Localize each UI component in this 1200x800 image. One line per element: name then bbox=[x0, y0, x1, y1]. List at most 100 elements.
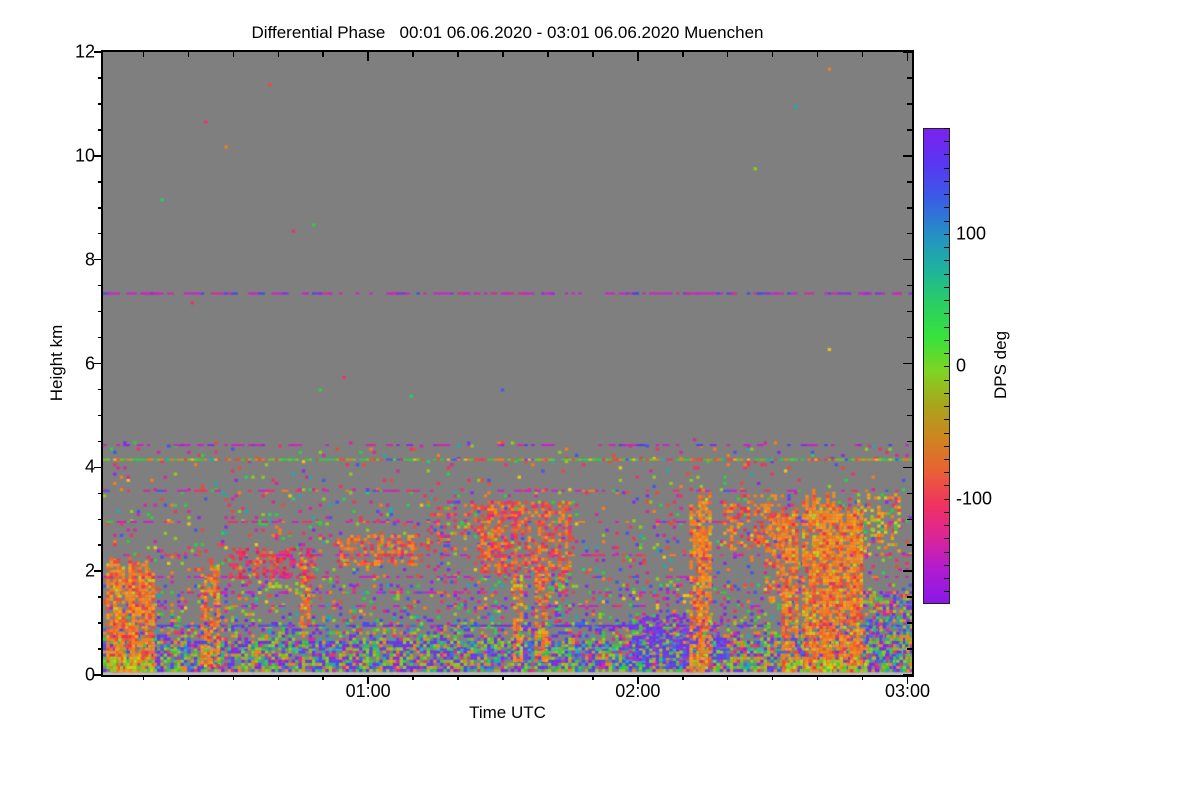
x-tick bbox=[682, 675, 684, 680]
x-tick bbox=[232, 52, 235, 57]
y-tick bbox=[98, 181, 103, 183]
y-tick bbox=[94, 570, 103, 572]
y-tick bbox=[907, 181, 912, 183]
y-tick bbox=[94, 466, 103, 469]
y-tick bbox=[98, 336, 103, 339]
x-tick-label: 03:00 bbox=[884, 681, 931, 701]
y-tick bbox=[98, 103, 103, 105]
y-tick bbox=[903, 155, 912, 157]
x-tick bbox=[592, 675, 594, 680]
x-tick bbox=[277, 52, 280, 57]
y-tick bbox=[903, 362, 912, 365]
x-tick bbox=[771, 675, 774, 680]
colorbar-tick bbox=[944, 445, 949, 447]
colorbar-tick bbox=[944, 141, 949, 143]
x-tick bbox=[502, 52, 504, 57]
y-tick bbox=[907, 103, 912, 105]
y-tick-label: 10 bbox=[74, 145, 95, 166]
x-tick bbox=[232, 675, 235, 680]
y-tick bbox=[94, 51, 103, 53]
y-tick bbox=[98, 414, 103, 417]
y-tick bbox=[94, 362, 103, 365]
y-tick bbox=[907, 207, 912, 209]
x-tick bbox=[816, 675, 819, 680]
x-tick-label: 01:00 bbox=[345, 681, 391, 701]
y-tick-label: 6 bbox=[84, 353, 95, 373]
y-tick bbox=[907, 596, 912, 598]
colorbar-tick bbox=[944, 366, 949, 368]
colorbar-tick bbox=[944, 233, 949, 235]
y-tick bbox=[907, 414, 912, 417]
x-tick bbox=[682, 52, 684, 57]
y-tick bbox=[98, 284, 103, 287]
x-tick bbox=[187, 675, 190, 680]
x-tick bbox=[142, 52, 145, 57]
colorbar-tick bbox=[944, 525, 949, 527]
colorbar-tick bbox=[944, 353, 949, 355]
x-tick bbox=[142, 675, 145, 680]
x-tick bbox=[906, 675, 909, 684]
y-tick bbox=[98, 622, 103, 624]
y-tick bbox=[907, 388, 912, 391]
colorbar-tick-label: 100 bbox=[956, 223, 987, 244]
y-tick bbox=[903, 466, 912, 469]
x-tick bbox=[412, 52, 414, 57]
colorbar-tick bbox=[944, 564, 949, 566]
x-tick bbox=[592, 52, 594, 57]
y-tick bbox=[98, 77, 103, 79]
x-tick bbox=[547, 52, 549, 57]
y-tick-label: 0 bbox=[84, 664, 95, 685]
colorbar-tick bbox=[944, 392, 949, 394]
x-tick bbox=[906, 52, 909, 61]
y-tick bbox=[98, 492, 103, 495]
colorbar-label: DPS deg bbox=[991, 330, 1010, 400]
x-tick bbox=[502, 675, 504, 680]
colorbar-tick bbox=[944, 313, 949, 315]
x-tick bbox=[547, 675, 549, 680]
colorbar bbox=[923, 128, 950, 604]
y-tick bbox=[94, 258, 103, 261]
colorbar-tick bbox=[944, 247, 949, 249]
colorbar-tick bbox=[944, 260, 949, 262]
y-tick bbox=[94, 674, 103, 676]
colorbar-tick bbox=[944, 419, 949, 421]
y-tick bbox=[98, 518, 103, 520]
y-tick bbox=[98, 129, 103, 131]
y-tick bbox=[907, 440, 912, 443]
y-tick bbox=[907, 336, 912, 339]
y-tick bbox=[98, 310, 103, 313]
x-tick-label: 02:00 bbox=[615, 681, 661, 701]
colorbar-tick bbox=[944, 578, 949, 580]
x-tick bbox=[771, 52, 774, 57]
x-tick bbox=[637, 675, 639, 684]
colorbar-tick bbox=[944, 300, 949, 302]
colorbar-tick bbox=[944, 154, 949, 156]
colorbar-tick bbox=[944, 180, 949, 182]
colorbar-tick bbox=[944, 326, 949, 328]
x-tick bbox=[457, 675, 459, 680]
x-tick bbox=[322, 675, 324, 680]
x-tick bbox=[726, 52, 729, 57]
y-tick-label: 12 bbox=[74, 41, 95, 62]
colorbar-tick bbox=[944, 128, 949, 129]
y-tick bbox=[907, 310, 912, 313]
y-tick bbox=[907, 622, 912, 624]
y-tick bbox=[907, 544, 912, 546]
colorbar-tick bbox=[944, 339, 949, 341]
colorbar-tick bbox=[944, 432, 949, 434]
y-tick bbox=[907, 492, 912, 495]
y-tick-label: 4 bbox=[84, 456, 95, 477]
colorbar-tick bbox=[944, 220, 949, 222]
y-tick bbox=[98, 207, 103, 209]
x-tick bbox=[412, 675, 414, 680]
y-tick bbox=[907, 518, 912, 520]
x-tick bbox=[726, 675, 729, 680]
colorbar-tick bbox=[944, 406, 949, 408]
x-tick bbox=[637, 52, 639, 61]
colorbar-tick bbox=[944, 459, 949, 460]
x-tick bbox=[861, 52, 864, 57]
colorbar-tick bbox=[944, 273, 949, 275]
y-tick-label: 2 bbox=[84, 560, 95, 581]
colorbar-tick bbox=[944, 538, 949, 540]
